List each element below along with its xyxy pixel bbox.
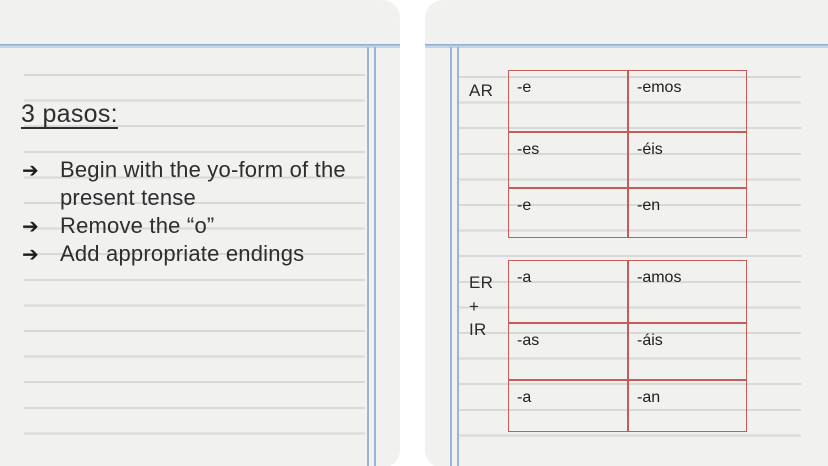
list-item-text: Add appropriate endings (60, 241, 305, 266)
table-cell: -es (508, 132, 628, 188)
table-cell: -an (628, 380, 747, 432)
table-cell: -amos (628, 260, 747, 323)
er-ir-label-line: ER (469, 273, 494, 292)
table-cell: -as (508, 323, 628, 380)
table-cell: -éis (628, 132, 747, 188)
list-item: ➔ Begin with the yo-form of the present … (22, 156, 366, 212)
table-cell: -a (508, 380, 628, 432)
er-ir-label-line: + (469, 296, 480, 316)
top-margin-line (425, 44, 828, 48)
table-cell: -e (508, 188, 628, 238)
ar-endings-table: -e -emos -es -éis -e -en (508, 70, 747, 238)
table-cell: -en (628, 188, 747, 238)
table-cell: -e (508, 70, 628, 132)
arrow-bullet-icon: ➔ (22, 214, 39, 238)
er-ir-endings-table: -a -amos -as -áis -a -an (508, 260, 747, 432)
list-item-text: Begin with the yo-form of the present te… (60, 157, 346, 210)
margin-vertical-line (456, 47, 459, 466)
margin-vertical-line (450, 47, 452, 466)
bullet-list: ➔ Begin with the yo-form of the present … (22, 156, 366, 268)
ar-label: AR (469, 81, 494, 100)
table-cell: -emos (628, 70, 747, 132)
arrow-bullet-icon: ➔ (22, 242, 39, 266)
table-cell: -áis (628, 323, 747, 380)
ruled-lines (459, 76, 801, 438)
list-item: ➔ Remove the “o” (22, 212, 366, 240)
ruled-lines (24, 74, 365, 436)
er-ir-label: ER + IR (469, 271, 493, 342)
margin-vertical-line (367, 47, 369, 466)
er-ir-label-line: IR (469, 320, 487, 339)
top-margin-line (0, 44, 400, 48)
right-page: AR -e -emos -es -éis -e -en ER + IR -a -… (425, 0, 828, 466)
page-title: 3 pasos: (21, 100, 118, 128)
left-page: 3 pasos: ➔ Begin with the yo-form of the… (0, 0, 400, 466)
list-item-text: Remove the “o” (60, 213, 215, 238)
margin-vertical-line (373, 47, 376, 466)
table-cell: -a (508, 260, 628, 323)
list-item: ➔ Add appropriate endings (22, 240, 366, 268)
arrow-bullet-icon: ➔ (22, 158, 39, 182)
